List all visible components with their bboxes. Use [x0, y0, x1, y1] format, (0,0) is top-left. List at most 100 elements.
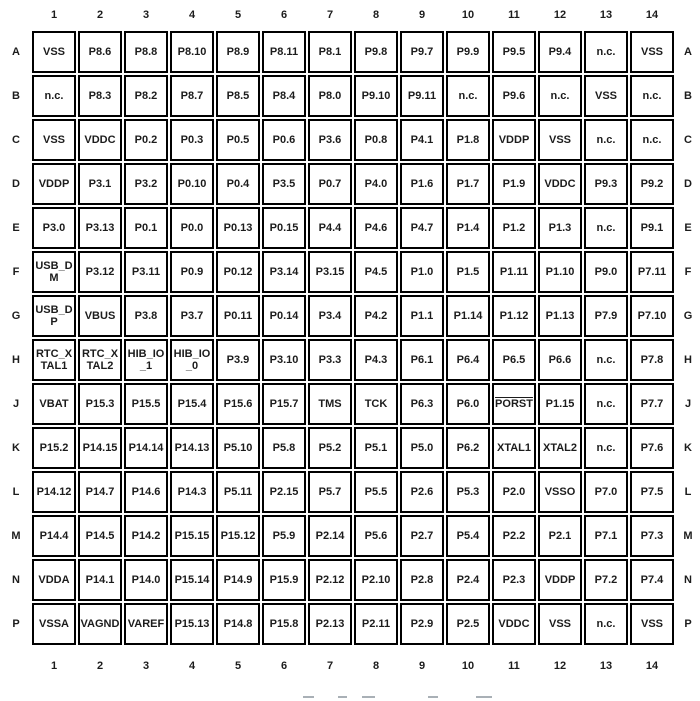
row-header-left-D: D	[12, 178, 20, 190]
pin-cell-A1: VSS	[32, 31, 76, 73]
col-footer-2: 2	[96, 660, 104, 672]
row-header-left-K: K	[12, 442, 20, 454]
pin-cell-D14: P9.2	[630, 163, 674, 205]
col-footer-4: 4	[188, 660, 196, 672]
pin-cell-P5: P14.8	[216, 603, 260, 645]
col-header-7: 7	[326, 9, 334, 21]
row-header-left-P: P	[12, 618, 20, 630]
pin-cell-N10: P2.4	[446, 559, 490, 601]
pin-cell-B5: P8.5	[216, 75, 260, 117]
pin-cell-K8: P5.1	[354, 427, 398, 469]
row-header-right-L: L	[684, 486, 692, 498]
pin-cell-F2: P3.12	[78, 251, 122, 293]
pin-cell-M12: P2.1	[538, 515, 582, 557]
pin-cell-E8: P4.6	[354, 207, 398, 249]
row-header-right-J: J	[684, 398, 692, 410]
pin-cell-M13: P7.1	[584, 515, 628, 557]
pin-cell-J8: TCK	[354, 383, 398, 425]
pin-cell-A4: P8.10	[170, 31, 214, 73]
pin-cell-C1: VSS	[32, 119, 76, 161]
col-header-5: 5	[234, 9, 242, 21]
pin-cell-E13: n.c.	[584, 207, 628, 249]
pin-cell-B12: n.c.	[538, 75, 582, 117]
row-header-left-F: F	[12, 266, 20, 278]
pin-cell-L13: P7.0	[584, 471, 628, 513]
pin-cell-L10: P5.3	[446, 471, 490, 513]
pin-cell-L4: P14.3	[170, 471, 214, 513]
pin-cell-M8: P5.6	[354, 515, 398, 557]
col-footer-14: 14	[645, 660, 659, 672]
pin-cell-L7: P5.7	[308, 471, 352, 513]
row-header-right-M: M	[683, 530, 693, 542]
pin-cell-L14: P7.5	[630, 471, 674, 513]
col-header-4: 4	[188, 9, 196, 21]
pin-cell-P9: P2.9	[400, 603, 444, 645]
pin-cell-A10: P9.9	[446, 31, 490, 73]
pin-cell-C10: P1.8	[446, 119, 490, 161]
pin-cell-E11: P1.2	[492, 207, 536, 249]
pin-cell-D8: P4.0	[354, 163, 398, 205]
pin-cell-L8: P5.5	[354, 471, 398, 513]
pin-cell-C14: n.c.	[630, 119, 674, 161]
col-header-9: 9	[418, 9, 426, 21]
row-header-right-A: A	[684, 46, 692, 58]
col-footer-9: 9	[418, 660, 426, 672]
pin-cell-H14: P7.8	[630, 339, 674, 381]
pin-cell-B2: P8.3	[78, 75, 122, 117]
row-header-right-P: P	[684, 618, 692, 630]
clipped-caption-fragment	[362, 696, 375, 698]
pin-cell-N4: P15.14	[170, 559, 214, 601]
clipped-caption-fragment	[428, 696, 438, 698]
pin-cell-D2: P3.1	[78, 163, 122, 205]
row-header-right-H: H	[684, 354, 692, 366]
pin-cell-N7: P2.12	[308, 559, 352, 601]
pin-cell-P4: P15.13	[170, 603, 214, 645]
pin-cell-H10: P6.4	[446, 339, 490, 381]
pin-cell-F9: P1.0	[400, 251, 444, 293]
pin-cell-C8: P0.8	[354, 119, 398, 161]
pin-cell-M4: P15.15	[170, 515, 214, 557]
col-header-14: 14	[645, 9, 659, 21]
pin-cell-B11: P9.6	[492, 75, 536, 117]
pin-cell-B13: VSS	[584, 75, 628, 117]
pin-cell-F13: P9.0	[584, 251, 628, 293]
pin-cell-L11: P2.0	[492, 471, 536, 513]
pin-cell-K1: P15.2	[32, 427, 76, 469]
pin-cell-P3: VAREF	[124, 603, 168, 645]
pin-cell-N3: P14.0	[124, 559, 168, 601]
pin-cell-G4: P3.7	[170, 295, 214, 337]
row-header-left-B: B	[12, 90, 20, 102]
pin-cell-K11: XTAL1	[492, 427, 536, 469]
pin-cell-E2: P3.13	[78, 207, 122, 249]
pin-cell-M14: P7.3	[630, 515, 674, 557]
pin-cell-G10: P1.14	[446, 295, 490, 337]
pin-cell-D9: P1.6	[400, 163, 444, 205]
clipped-caption-fragment	[303, 696, 314, 698]
pin-cell-J10: P6.0	[446, 383, 490, 425]
pin-cell-F1: USB_DM	[32, 251, 76, 293]
pin-cell-M9: P2.7	[400, 515, 444, 557]
pin-cell-P12: VSS	[538, 603, 582, 645]
col-header-10: 10	[461, 9, 475, 21]
pin-cell-E1: P3.0	[32, 207, 76, 249]
pin-cell-J9: P6.3	[400, 383, 444, 425]
pin-cell-N9: P2.8	[400, 559, 444, 601]
col-footer-8: 8	[372, 660, 380, 672]
row-header-right-K: K	[684, 442, 692, 454]
row-header-left-A: A	[12, 46, 20, 58]
pin-cell-D13: P9.3	[584, 163, 628, 205]
row-header-right-E: E	[684, 222, 692, 234]
pin-cell-L9: P2.6	[400, 471, 444, 513]
pin-cell-D10: P1.7	[446, 163, 490, 205]
pin-cell-G12: P1.13	[538, 295, 582, 337]
pin-cell-G6: P0.14	[262, 295, 306, 337]
pin-cell-B8: P9.10	[354, 75, 398, 117]
pin-cell-J3: P15.5	[124, 383, 168, 425]
pin-cell-K13: n.c.	[584, 427, 628, 469]
pin-cell-B4: P8.7	[170, 75, 214, 117]
row-header-right-D: D	[684, 178, 692, 190]
pin-cell-K9: P5.0	[400, 427, 444, 469]
pin-cell-P8: P2.11	[354, 603, 398, 645]
pin-cell-M3: P14.2	[124, 515, 168, 557]
